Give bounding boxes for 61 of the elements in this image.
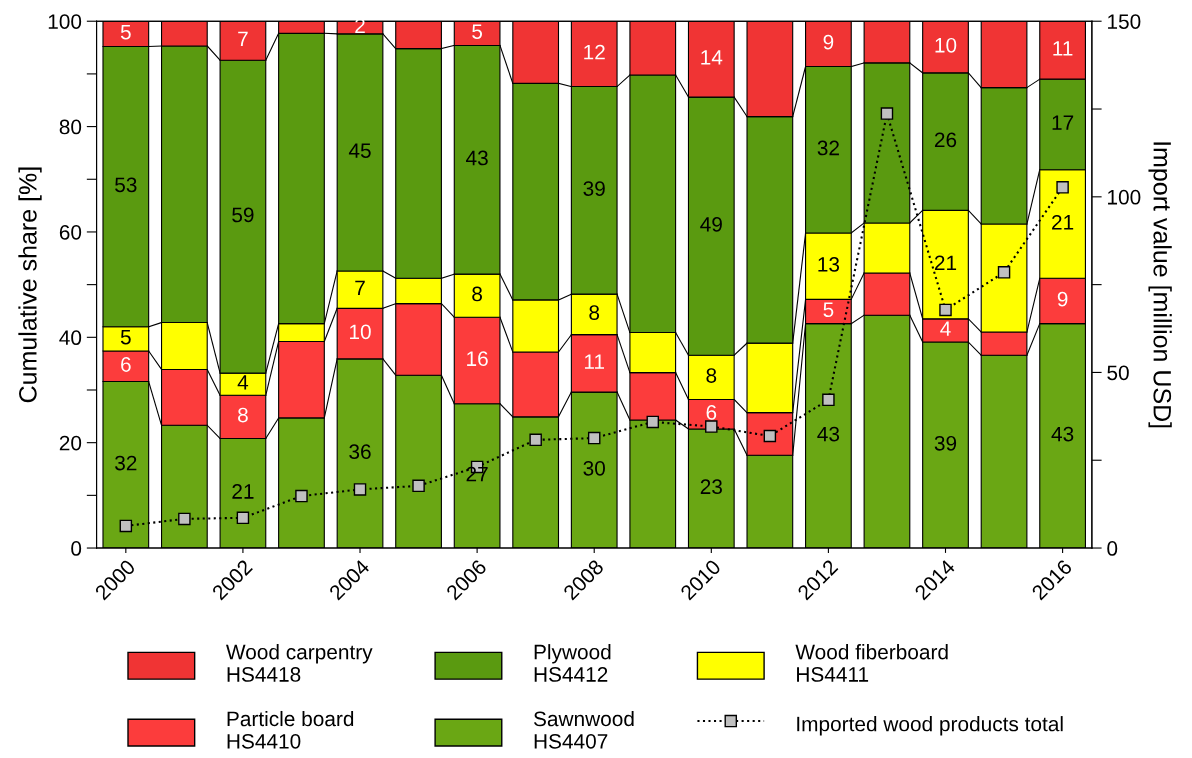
data-label: 8: [472, 286, 482, 302]
data-label: 11: [1053, 41, 1073, 56]
legend-label: Plywood HS4412: [534, 644, 611, 682]
y2-tick-label: 0: [1107, 541, 1118, 556]
data-label: 5: [120, 329, 131, 345]
y2-axis-title: Import value [million USD]: [1148, 142, 1172, 428]
legend-label: Imported wood products total: [797, 716, 1063, 736]
data-label: 12: [584, 44, 605, 60]
data-label: 8: [706, 368, 717, 383]
data-label: 16: [467, 351, 488, 367]
data-label: 9: [823, 34, 834, 50]
data-label: 10: [935, 37, 957, 53]
y-tick-label: 100: [48, 14, 82, 29]
data-label: 39: [934, 435, 957, 451]
y-tick-label: 80: [59, 119, 82, 135]
legend-label: Wood fiberboard HS4411: [795, 644, 948, 682]
data-label: 30: [583, 460, 605, 476]
data-label: 9: [1057, 291, 1068, 307]
y-tick-label: 20: [59, 435, 82, 451]
data-label: 32: [115, 455, 137, 471]
data-label: 36: [349, 444, 371, 460]
data-label: 43: [1051, 426, 1074, 442]
data-label: 45: [348, 143, 371, 158]
data-label: 11: [584, 354, 605, 369]
y-tick-label: 60: [59, 224, 82, 240]
y2-tick-label: 50: [1107, 365, 1129, 381]
data-label: 59: [232, 207, 254, 223]
data-label: 5: [823, 302, 834, 318]
data-label: 21: [934, 255, 957, 270]
data-label: 43: [466, 150, 488, 166]
data-label: 7: [238, 31, 248, 47]
data-label: 39: [583, 181, 605, 196]
data-label: 26: [934, 132, 957, 148]
data-label: 14: [701, 50, 723, 65]
y2-tick-label: 150: [1108, 14, 1141, 29]
data-label: 8: [589, 305, 600, 320]
legend-label: Wood carpentry HS4418: [226, 644, 373, 682]
data-label: 8: [238, 407, 248, 423]
y2-tick-label: 100: [1108, 189, 1141, 205]
data-label: 13: [818, 257, 840, 272]
data-label: 7: [355, 280, 365, 296]
legend-label: Particle board HS4410: [227, 710, 354, 749]
data-label: 49: [700, 216, 722, 232]
data-label: 21: [1052, 214, 1074, 230]
data-label: 17: [1052, 115, 1074, 130]
data-label: 53: [115, 177, 137, 193]
data-label: 32: [817, 140, 839, 156]
y-tick-label: 40: [59, 330, 82, 346]
data-label: 4: [237, 375, 249, 390]
data-label: 5: [120, 24, 131, 40]
y-axis-title: Cumulative share [%]: [18, 167, 42, 403]
data-label: 23: [700, 479, 722, 495]
legend-label: Sawnwood HS4407: [533, 710, 634, 749]
data-label: 6: [121, 357, 131, 372]
y-tick-label: 0: [71, 541, 82, 556]
data-label: 5: [472, 24, 483, 39]
data-label: 43: [817, 426, 840, 442]
data-label: 10: [350, 324, 371, 340]
data-label: 6: [706, 405, 717, 420]
data-label: 4: [940, 321, 951, 336]
data-label: 21: [232, 484, 254, 499]
